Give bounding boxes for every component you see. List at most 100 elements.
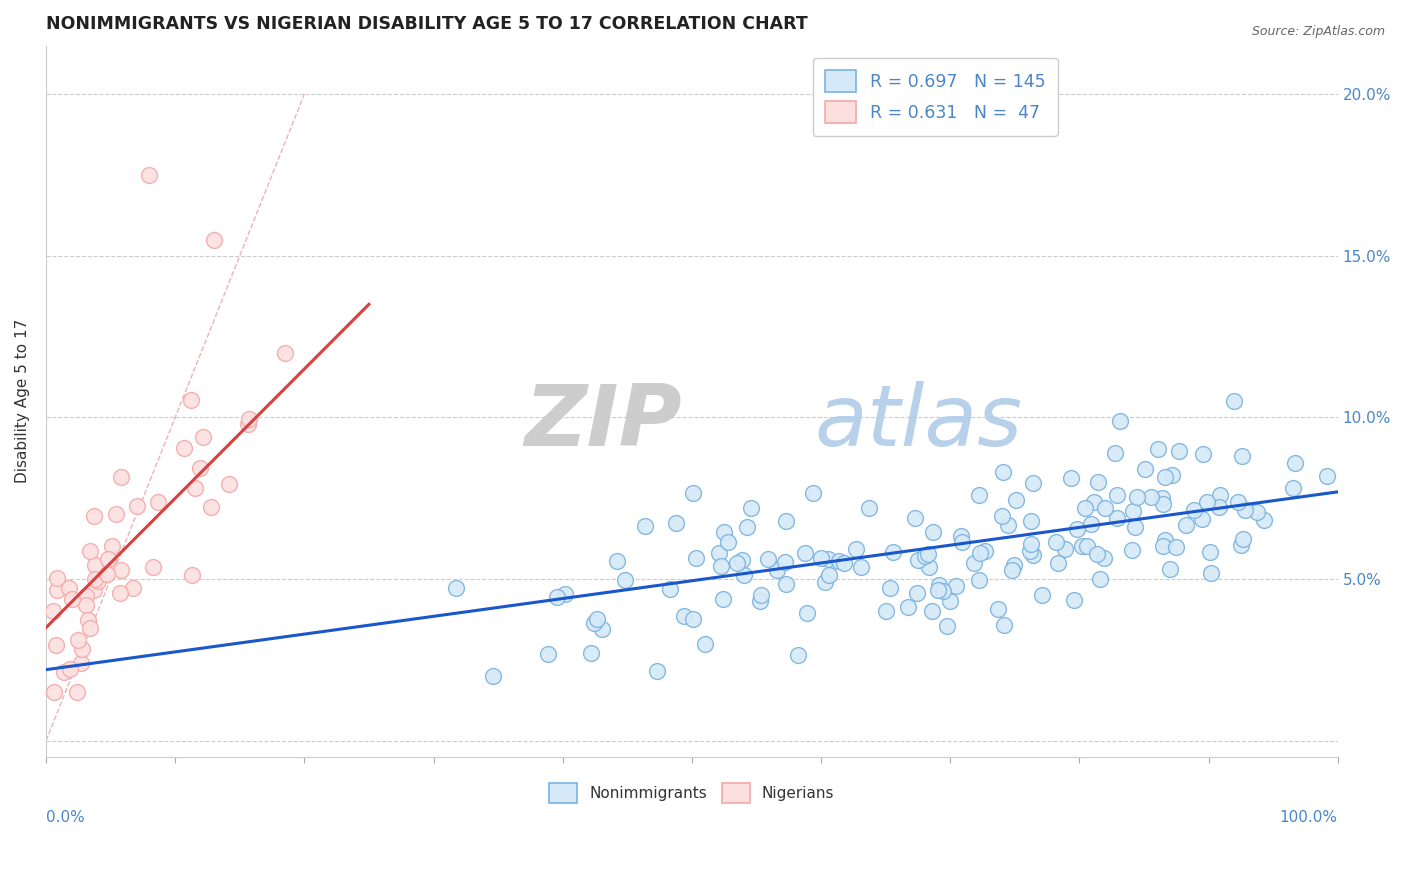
Point — [1121, 542, 1143, 557]
Point — [1234, 503, 1257, 517]
Point — [1246, 504, 1268, 518]
Point — [62, 592, 84, 607]
Point — [786, 648, 808, 662]
Point — [1104, 446, 1126, 460]
Point — [927, 582, 949, 597]
Point — [614, 573, 637, 587]
Point — [775, 514, 797, 528]
Point — [125, 499, 148, 513]
Text: 100.0%: 100.0% — [1279, 810, 1337, 825]
Point — [77, 613, 100, 627]
Point — [1152, 540, 1174, 554]
Point — [546, 591, 568, 605]
Point — [1031, 588, 1053, 602]
Point — [1074, 501, 1097, 516]
Point — [950, 535, 973, 549]
Point — [1092, 551, 1115, 566]
Point — [87, 574, 110, 588]
Point — [897, 600, 920, 615]
Point — [101, 539, 124, 553]
Point — [832, 556, 855, 570]
Point — [904, 511, 927, 525]
Point — [122, 581, 145, 595]
Point — [810, 550, 832, 565]
Point — [1154, 470, 1177, 484]
Point — [1053, 541, 1076, 556]
Point — [84, 572, 107, 586]
Point — [184, 481, 207, 495]
Point — [735, 519, 758, 533]
Point — [917, 548, 939, 562]
Point — [1167, 443, 1189, 458]
Point — [1253, 513, 1275, 527]
Point — [756, 552, 779, 566]
Point — [606, 554, 628, 568]
Point — [928, 577, 950, 591]
Point — [1284, 457, 1306, 471]
Legend: Nonimmigrants, Nigerians: Nonimmigrants, Nigerians — [538, 772, 845, 814]
Point — [1316, 469, 1339, 483]
Point — [1150, 491, 1173, 505]
Point — [200, 500, 222, 515]
Point — [52, 665, 75, 680]
Point — [817, 552, 839, 566]
Point — [1021, 537, 1043, 551]
Point — [993, 617, 1015, 632]
Point — [1139, 490, 1161, 504]
Point — [921, 604, 943, 618]
Point — [446, 581, 468, 595]
Point — [583, 615, 606, 630]
Point — [110, 470, 132, 484]
Point — [110, 585, 132, 599]
Point — [1282, 481, 1305, 495]
Point — [96, 567, 118, 582]
Point — [827, 553, 849, 567]
Point — [146, 495, 169, 509]
Point — [991, 508, 1014, 523]
Point — [1198, 545, 1220, 559]
Point — [46, 571, 69, 585]
Point — [75, 589, 97, 603]
Point — [66, 685, 89, 699]
Point — [775, 576, 797, 591]
Point — [79, 621, 101, 635]
Point — [1019, 543, 1042, 558]
Point — [1191, 512, 1213, 526]
Point — [973, 544, 995, 558]
Point — [42, 685, 65, 699]
Point — [969, 573, 991, 587]
Point — [1152, 497, 1174, 511]
Point — [1197, 495, 1219, 509]
Point — [1208, 500, 1230, 515]
Point — [46, 582, 69, 597]
Point — [1105, 488, 1128, 502]
Point — [922, 524, 945, 539]
Point — [709, 559, 731, 574]
Text: NONIMMIGRANTS VS NIGERIAN DISABILITY AGE 5 TO 17 CORRELATION CHART: NONIMMIGRANTS VS NIGERIAN DISABILITY AGE… — [46, 15, 807, 33]
Point — [66, 633, 89, 648]
Point — [766, 563, 789, 577]
Point — [1199, 566, 1222, 581]
Point — [818, 568, 841, 582]
Point — [193, 430, 215, 444]
Point — [945, 580, 967, 594]
Point — [1085, 547, 1108, 561]
Point — [1161, 468, 1184, 483]
Point — [882, 544, 904, 558]
Point — [1209, 488, 1232, 502]
Point — [987, 602, 1010, 616]
Point — [751, 588, 773, 602]
Point — [45, 638, 67, 652]
Point — [79, 544, 101, 558]
Point — [991, 465, 1014, 479]
Point — [695, 637, 717, 651]
Point — [905, 585, 928, 599]
Point — [1045, 535, 1067, 549]
Point — [1002, 558, 1025, 572]
Point — [579, 646, 602, 660]
Point — [717, 534, 740, 549]
Point — [665, 516, 688, 531]
Point — [1080, 517, 1102, 532]
Point — [1226, 495, 1249, 509]
Point — [1232, 532, 1254, 546]
